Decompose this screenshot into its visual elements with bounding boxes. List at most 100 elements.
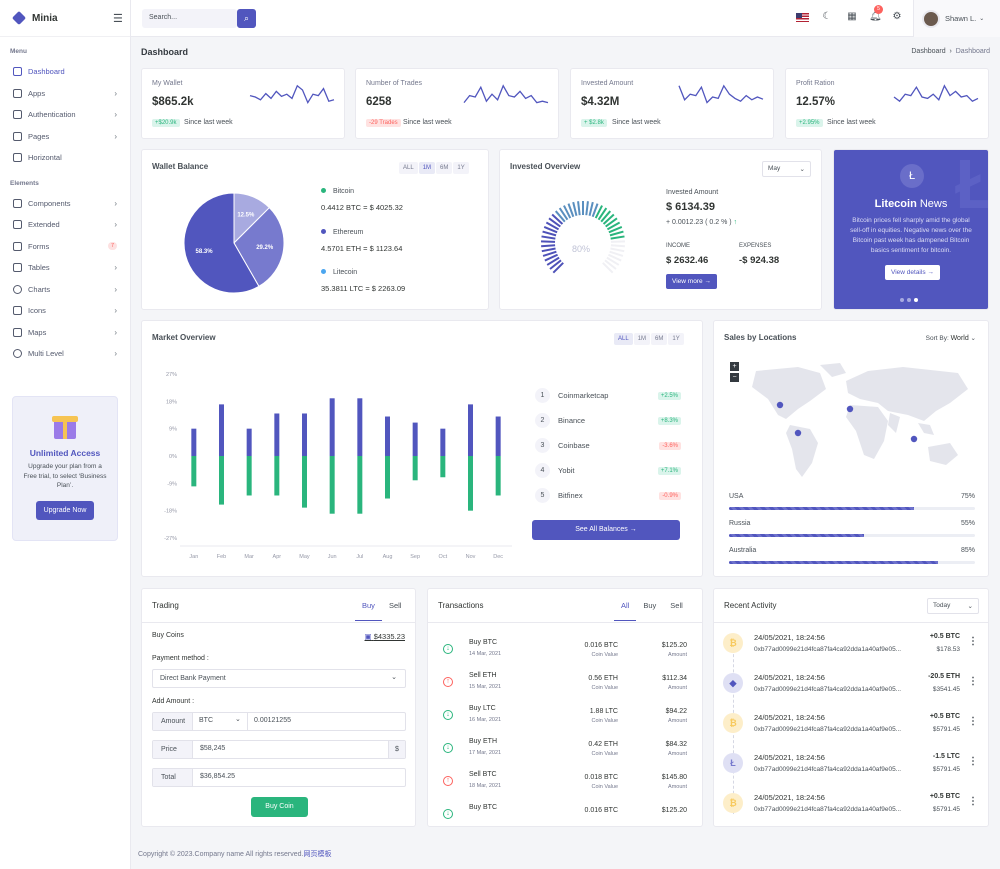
table-row[interactable]: ↑ Sell BTC 18 Mar, 2021 0.018 BTC Coin Value… bbox=[428, 768, 702, 801]
bell-icon[interactable]: 🔔︎ bbox=[869, 11, 882, 22]
tx-amount: $125.20 bbox=[661, 642, 687, 649]
table-row[interactable]: ↓ Buy BTC 0.016 BTC $125.20 bbox=[428, 801, 702, 826]
more-vertical-icon[interactable]: ⋮ bbox=[968, 716, 978, 727]
more-vertical-icon[interactable]: ⋮ bbox=[968, 676, 978, 687]
table-row[interactable]: ↓ Buy LTC 16 Mar, 2021 1.88 LTC Coin Value $9… bbox=[428, 702, 702, 735]
activity-usd-value: $5791.45 bbox=[932, 806, 960, 813]
promo-title: Unlimited Access bbox=[29, 448, 101, 458]
upgrade-now-button[interactable]: Upgrade Now bbox=[35, 500, 95, 520]
period-select[interactable]: Today ⌄ bbox=[927, 598, 979, 614]
carousel-dots[interactable] bbox=[900, 298, 918, 302]
ethereum-dot-icon bbox=[321, 229, 326, 234]
table-row[interactable]: ↓ Buy ETH 17 Mar, 2021 0.42 ETH Coin Value $8… bbox=[428, 735, 702, 768]
see-all-balances-button[interactable]: See All Balances → bbox=[532, 520, 680, 540]
gauge-tick bbox=[604, 259, 617, 270]
elements-section-title: Elements bbox=[10, 179, 39, 187]
coin-select[interactable]: BTC bbox=[199, 717, 213, 724]
sidebar-item-dashboard[interactable]: Dashboard bbox=[0, 61, 130, 83]
list-item: ₿ 24/05/2021, 18:24:56 0xb77ad0099e21d4fca… bbox=[714, 785, 988, 825]
tab-1y[interactable]: 1Y bbox=[453, 162, 469, 174]
zoom-in-button[interactable]: + bbox=[730, 362, 739, 371]
app-logo[interactable]: Minia bbox=[0, 0, 130, 37]
user-menu[interactable]: Shawn L. ⌄ bbox=[913, 0, 1000, 37]
tab-all[interactable]: All bbox=[614, 601, 637, 621]
bitcoin-dot-icon bbox=[321, 188, 326, 193]
sidebar-item-pages[interactable]: Pages › bbox=[0, 126, 130, 148]
sidebar-item-label: Pages bbox=[28, 131, 50, 141]
view-details-button[interactable]: View details → bbox=[885, 265, 940, 280]
sidebar-item-authentication[interactable]: Authentication › bbox=[0, 104, 130, 126]
price-field[interactable]: Price $58,245 $ bbox=[152, 740, 406, 759]
footer-link[interactable]: 网页模板 bbox=[303, 851, 332, 858]
search-input[interactable]: Search... bbox=[142, 9, 237, 28]
settings-icon[interactable]: ⚙ bbox=[892, 11, 902, 22]
tx-qty: 0.56 ETH bbox=[588, 675, 618, 682]
tab-1y[interactable]: 1Y bbox=[668, 333, 684, 345]
sidebar-item-horizontal[interactable]: Horizontal bbox=[0, 147, 130, 169]
tab-buy[interactable]: Buy bbox=[355, 601, 382, 621]
us-flag-icon[interactable] bbox=[796, 13, 809, 22]
more-vertical-icon[interactable]: ⋮ bbox=[968, 796, 978, 807]
more-vertical-icon[interactable]: ⋮ bbox=[968, 756, 978, 767]
logo-icon bbox=[11, 10, 27, 26]
sidebar-item-tables[interactable]: Tables › bbox=[0, 257, 130, 279]
apps-grid-icon[interactable]: ▦ bbox=[847, 11, 857, 22]
y-tick-label: 27% bbox=[166, 372, 177, 378]
stat-label: My Wallet bbox=[152, 80, 183, 87]
gauge-tick bbox=[610, 247, 625, 253]
buy-coin-button[interactable]: Buy Coin bbox=[251, 797, 308, 817]
footer-text: Copyright © 2023.Company name All rights… bbox=[138, 851, 304, 858]
chevron-right-icon: › bbox=[114, 131, 117, 141]
more-vertical-icon[interactable]: ⋮ bbox=[968, 636, 978, 647]
payment-method-select[interactable]: Direct Bank Payment ⌄ bbox=[152, 669, 406, 688]
gauge-tick bbox=[540, 240, 556, 243]
location-name: Russia bbox=[729, 520, 751, 527]
tx-qty: 0.016 BTC bbox=[584, 807, 618, 814]
wallet-balance-value: $4335.23 bbox=[373, 632, 405, 641]
tab-6m[interactable]: 6M bbox=[651, 333, 668, 345]
menu-toggle-icon[interactable]: ☰ bbox=[113, 13, 123, 25]
trading-card: Trading Buy Sell Buy Coins ▣ $4335.23 Pa… bbox=[141, 588, 416, 827]
carousel-dot-active[interactable] bbox=[914, 298, 918, 302]
tab-sell[interactable]: Sell bbox=[388, 601, 402, 610]
sidebar-item-multi-level[interactable]: Multi Level › bbox=[0, 343, 130, 365]
carousel-dot[interactable] bbox=[900, 298, 904, 302]
table-row[interactable]: ↑ Sell ETH 15 Mar, 2021 0.56 ETH Coin Value $… bbox=[428, 669, 702, 702]
amount-field[interactable]: Amount BTC ⌄ 0.00121255 bbox=[152, 712, 406, 731]
sidebar-item-icons[interactable]: Icons › bbox=[0, 300, 130, 322]
total-field[interactable]: Total $36,854.25 bbox=[152, 768, 406, 787]
sidebar-item-forms[interactable]: Forms 7 bbox=[0, 236, 130, 258]
sidebar-item-extended[interactable]: Extended › bbox=[0, 214, 130, 236]
sort-by-select[interactable]: Sort By: World ⌄ bbox=[925, 335, 976, 342]
activity-hash: 0xb77ad0099e21d4fca87fa4ca92dda1a40af9e0… bbox=[754, 766, 902, 773]
sidebar-item-charts[interactable]: Charts › bbox=[0, 279, 130, 301]
search-button[interactable]: ⌕ bbox=[237, 9, 256, 28]
tab-6m[interactable]: 6M bbox=[436, 162, 453, 174]
divider bbox=[428, 622, 702, 623]
tab-1m[interactable]: 1M bbox=[633, 333, 651, 345]
breadcrumb-link[interactable]: Dashboard bbox=[911, 48, 946, 55]
invested-change-text: + 0.0012.23 ( 0.2 % ) bbox=[666, 219, 732, 226]
sidebar-item-label: Icons bbox=[28, 306, 46, 316]
list-item: ₿ 24/05/2021, 18:24:56 0xb77ad0099e21d4fca… bbox=[714, 625, 988, 665]
sidebar-item-maps[interactable]: Maps › bbox=[0, 322, 130, 344]
tab-all[interactable]: ALL bbox=[614, 333, 633, 345]
table-row[interactable]: ↓ Buy BTC 14 Mar, 2021 0.016 BTC Coin Value $… bbox=[428, 636, 702, 669]
progress-fill bbox=[729, 507, 914, 510]
tab-buy[interactable]: Buy bbox=[643, 601, 657, 610]
carousel-dot[interactable] bbox=[907, 298, 911, 302]
gauge-tick bbox=[551, 213, 564, 225]
tx-qty: 0.018 BTC bbox=[584, 774, 618, 781]
sidebar-item-apps[interactable]: Apps › bbox=[0, 83, 130, 105]
card-title: Recent Activity bbox=[724, 601, 777, 610]
zoom-out-button[interactable]: − bbox=[730, 373, 739, 382]
tab-all[interactable]: ALL bbox=[399, 162, 418, 174]
card-title: Sales by Locations bbox=[724, 333, 797, 342]
month-select[interactable]: May ⌄ bbox=[762, 161, 811, 177]
tab-sell[interactable]: Sell bbox=[670, 601, 683, 610]
moon-icon[interactable]: ☾ bbox=[822, 11, 832, 22]
tab-1m[interactable]: 1M bbox=[418, 162, 436, 174]
view-more-button[interactable]: View more → bbox=[666, 274, 717, 289]
sidebar-item-components[interactable]: Components › bbox=[0, 193, 130, 215]
view-details-label: View details bbox=[891, 269, 926, 276]
